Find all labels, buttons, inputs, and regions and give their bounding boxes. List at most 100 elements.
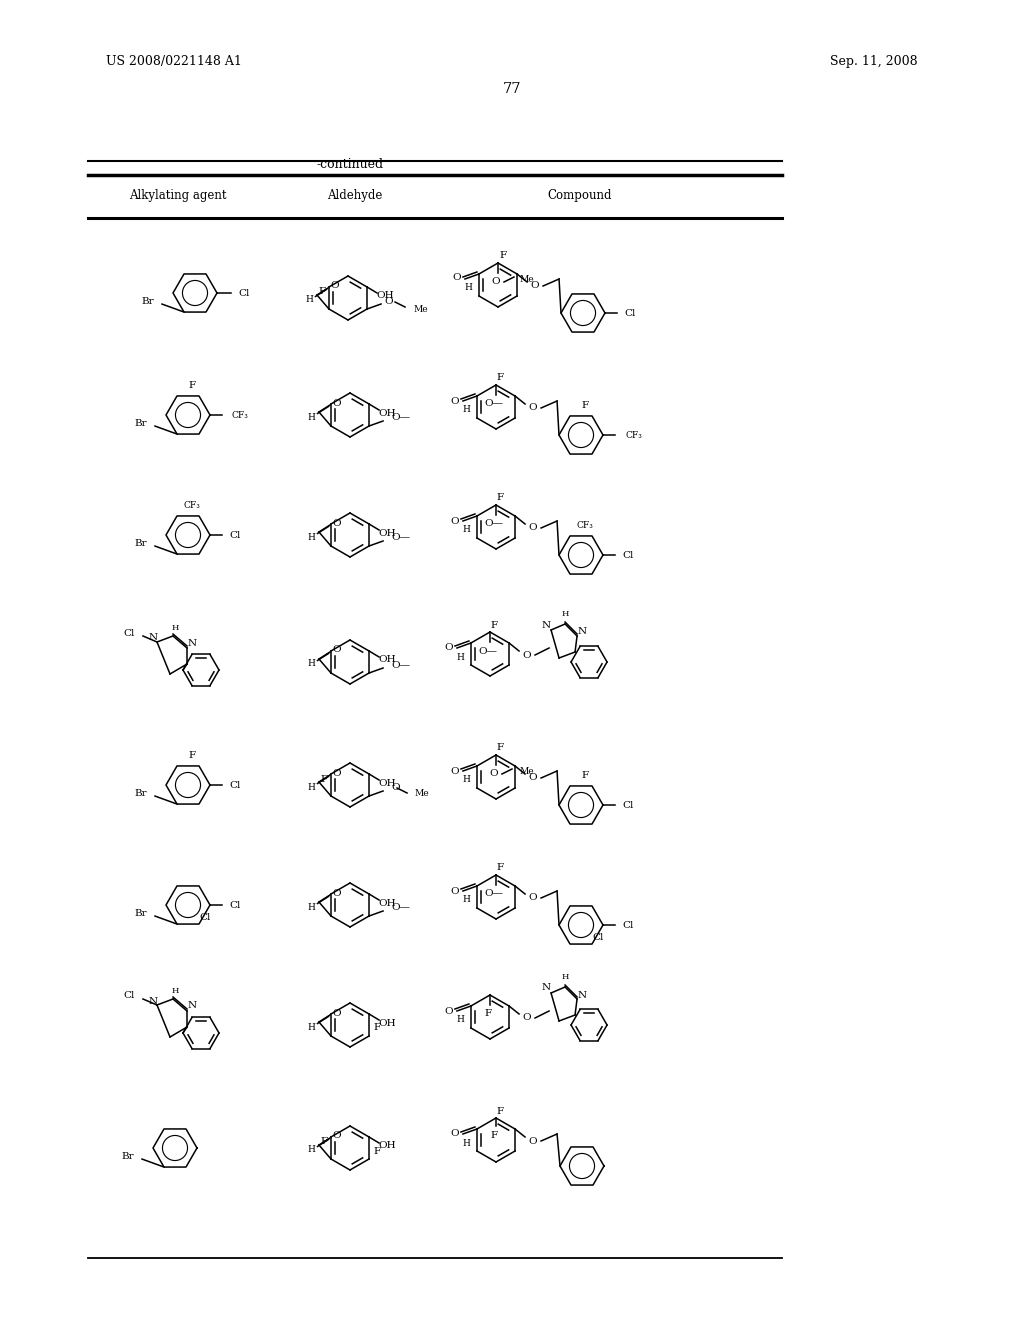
Text: O—: O—	[391, 533, 410, 543]
Text: Br: Br	[134, 788, 147, 797]
Text: F: F	[374, 1147, 381, 1155]
Text: Me: Me	[413, 305, 428, 314]
Text: N: N	[148, 997, 158, 1006]
Text: O—: O—	[484, 890, 504, 899]
Text: N: N	[187, 1002, 197, 1011]
Text: Br: Br	[134, 418, 147, 428]
Text: O: O	[333, 888, 341, 898]
Text: H: H	[561, 610, 568, 618]
Text: Cl: Cl	[124, 991, 135, 1001]
Text: CF₃: CF₃	[577, 521, 594, 531]
Text: Br: Br	[134, 539, 147, 548]
Text: H: H	[307, 660, 315, 668]
Text: N: N	[542, 620, 551, 630]
Text: F: F	[484, 1010, 492, 1019]
Text: H: H	[171, 987, 178, 995]
Text: O: O	[451, 1130, 459, 1138]
Text: O: O	[385, 297, 393, 306]
Text: F: F	[490, 620, 498, 630]
Text: O: O	[333, 519, 341, 528]
Text: O—: O—	[478, 647, 498, 656]
Text: F: F	[490, 1130, 498, 1139]
Text: O: O	[331, 281, 339, 290]
Text: Br: Br	[134, 908, 147, 917]
Text: O: O	[530, 281, 540, 290]
Text: O: O	[333, 1131, 341, 1140]
Text: O: O	[451, 767, 459, 776]
Text: O: O	[528, 404, 538, 412]
Text: Br: Br	[122, 1151, 134, 1160]
Text: O: O	[451, 887, 459, 895]
Text: Cl: Cl	[238, 289, 250, 297]
Text: F: F	[497, 494, 504, 503]
Text: O: O	[489, 770, 499, 779]
Text: OH: OH	[378, 408, 396, 417]
Text: 77: 77	[503, 82, 521, 96]
Text: H: H	[307, 1023, 315, 1031]
Text: Me: Me	[519, 767, 534, 776]
Text: Aldehyde: Aldehyde	[328, 190, 383, 202]
Text: F: F	[321, 1138, 328, 1147]
Text: O: O	[453, 273, 461, 282]
Text: Cl: Cl	[622, 550, 634, 560]
Text: Cl: Cl	[229, 780, 241, 789]
Text: H: H	[456, 652, 464, 661]
Text: H: H	[462, 895, 470, 904]
Text: O—: O—	[484, 520, 504, 528]
Text: H: H	[307, 412, 315, 421]
Text: OH: OH	[376, 292, 394, 301]
Text: H: H	[307, 903, 315, 912]
Text: O: O	[444, 1006, 454, 1015]
Text: Alkylating agent: Alkylating agent	[129, 190, 226, 202]
Text: Cl: Cl	[624, 309, 635, 318]
Text: O: O	[528, 524, 538, 532]
Text: O: O	[528, 1137, 538, 1146]
Text: H: H	[561, 973, 568, 981]
Text: O: O	[333, 1008, 341, 1018]
Text: Cl: Cl	[622, 920, 634, 929]
Text: OH: OH	[378, 528, 396, 537]
Text: O: O	[522, 1014, 531, 1023]
Text: Cl: Cl	[592, 932, 604, 941]
Text: H: H	[462, 776, 470, 784]
Text: N: N	[148, 634, 158, 643]
Text: F: F	[321, 775, 328, 784]
Text: Cl: Cl	[229, 531, 241, 540]
Text: H: H	[462, 405, 470, 414]
Text: F: F	[497, 1106, 504, 1115]
Text: O: O	[391, 784, 399, 792]
Text: F: F	[188, 751, 196, 760]
Text: Sep. 11, 2008: Sep. 11, 2008	[830, 55, 918, 69]
Text: Compound: Compound	[548, 190, 612, 202]
Text: OH: OH	[378, 779, 396, 788]
Text: F: F	[497, 374, 504, 383]
Text: H: H	[462, 525, 470, 535]
Text: O: O	[528, 894, 538, 903]
Text: F: F	[188, 381, 196, 391]
Text: O: O	[528, 774, 538, 783]
Text: N: N	[578, 990, 587, 999]
Text: H: H	[307, 532, 315, 541]
Text: Cl: Cl	[622, 800, 634, 809]
Text: N: N	[187, 639, 197, 648]
Text: O: O	[333, 399, 341, 408]
Text: Cl: Cl	[200, 912, 211, 921]
Text: O—: O—	[391, 660, 410, 669]
Text: US 2008/0221148 A1: US 2008/0221148 A1	[106, 55, 242, 69]
Text: F: F	[497, 863, 504, 873]
Text: F: F	[374, 1023, 381, 1032]
Text: O—: O—	[391, 903, 410, 912]
Text: H: H	[462, 1138, 470, 1147]
Text: O: O	[451, 516, 459, 525]
Text: Cl: Cl	[229, 900, 241, 909]
Text: O: O	[444, 644, 454, 652]
Text: Cl: Cl	[124, 628, 135, 638]
Text: O: O	[492, 277, 501, 286]
Text: CF₃: CF₃	[625, 430, 642, 440]
Text: CF₃: CF₃	[183, 502, 201, 511]
Text: OH: OH	[378, 656, 396, 664]
Text: O—: O—	[484, 400, 504, 408]
Text: OH: OH	[378, 1142, 396, 1151]
Text: H: H	[307, 1146, 315, 1155]
Text: N: N	[542, 983, 551, 993]
